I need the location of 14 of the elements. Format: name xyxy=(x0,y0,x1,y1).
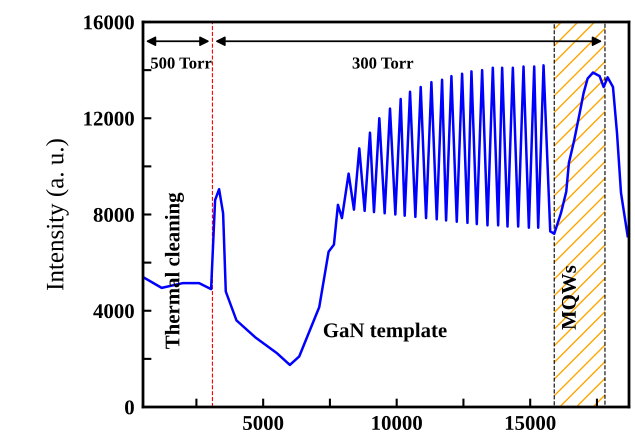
y-tick-label: 12000 xyxy=(84,112,134,126)
x-tick-label: 15000 xyxy=(506,416,556,430)
y-tick-label: 8000 xyxy=(94,208,134,222)
x-tick-label: 5000 xyxy=(243,416,284,430)
y-tick-label: 4000 xyxy=(93,304,134,318)
annotation: GaN template xyxy=(324,322,447,342)
annotation: 500 Torr xyxy=(150,57,212,69)
y-axis-title: Intensity (a. u.) xyxy=(46,139,69,290)
annotation: 300 Torr xyxy=(352,57,414,69)
y-tick-label: 16000 xyxy=(84,15,134,30)
annotation: MQWs xyxy=(562,266,580,330)
y-tick-label: 0 xyxy=(125,400,134,414)
annotation: Thermal cleaning xyxy=(164,192,184,349)
x-tick-label: 10000 xyxy=(372,416,422,430)
